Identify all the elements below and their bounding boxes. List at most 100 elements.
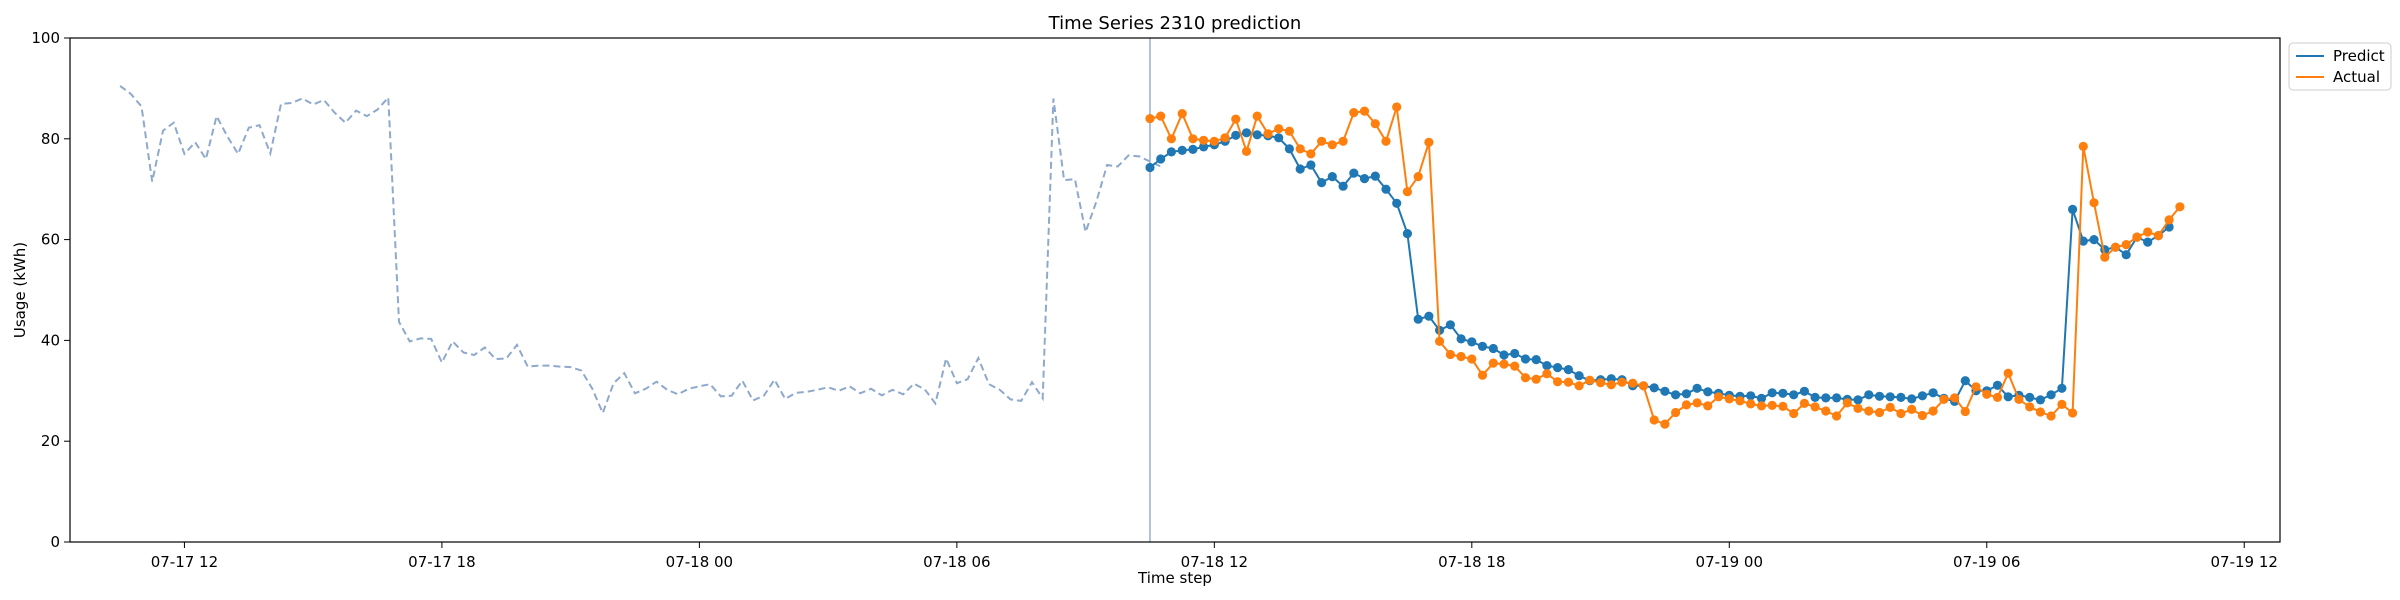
data-point-predict [1681,389,1691,399]
data-point-predict [2121,250,2131,260]
data-point-predict [1424,311,1434,321]
x-tick-label: 07-17 12 [151,553,218,571]
data-point-predict [1338,181,1348,191]
data-point-actual [1231,114,1241,124]
data-point-predict [1456,334,1466,344]
data-point-actual [1510,361,1520,371]
y-tick-label: 20 [41,432,60,450]
data-point-actual [1145,114,1155,124]
data-point-predict [1756,393,1767,403]
data-point-actual [1649,415,1659,425]
data-point-predict [1520,354,1531,364]
data-point-predict [2057,383,2067,393]
data-point-actual [1724,394,1734,404]
data-point-actual [1156,111,1166,121]
data-point-predict [1359,174,1370,184]
data-point-predict [1488,343,1498,354]
data-point-actual [1488,358,1498,368]
data-point-actual [1617,377,1627,387]
data-point-actual [1263,129,1273,139]
data-point-actual [1445,349,1455,360]
data-point-actual [1456,351,1466,362]
data-point-actual [2175,202,2185,212]
history-line [119,85,1162,416]
data-point-actual [1306,149,1316,159]
data-point-predict [1349,168,1359,178]
data-point-actual [1821,406,1831,416]
data-point-actual [1274,124,1284,134]
x-tick-label: 07-18 06 [923,553,990,571]
data-point-predict [1671,390,1681,400]
data-point-actual [1874,407,1885,418]
data-point-actual [1166,134,1176,144]
data-point-actual [1392,102,1402,112]
data-point-predict [1692,383,1702,393]
data-point-actual [1992,392,2003,402]
data-point-predict [1553,363,1563,373]
data-point-predict [1445,320,1455,330]
data-point-actual [1703,401,1713,411]
data-point-predict [1767,388,1777,398]
data-point-predict [1510,348,1520,359]
legend-label-actual: Actual [2333,68,2380,86]
data-point-actual [1381,136,1391,146]
y-tick-label: 0 [50,533,60,551]
data-point-actual [1499,359,1509,369]
data-point-actual [1714,392,1724,402]
data-point-actual [1853,403,1863,413]
y-tick-label: 40 [41,331,60,349]
data-point-predict [1402,229,1412,239]
data-point-predict [1413,314,1423,324]
data-point-actual [2014,394,2024,404]
data-point-actual [2143,227,2153,237]
data-point-predict [1960,376,1970,386]
data-point-actual [1477,370,1488,380]
data-point-predict [1896,392,1906,402]
data-point-actual [1778,401,1788,411]
plot-area [119,38,2185,542]
data-point-predict [1156,154,1166,164]
data-point-predict [1145,162,1155,173]
data-point-predict [1231,130,1241,140]
data-point-actual [2057,399,2067,409]
data-point-actual [1810,402,1820,412]
data-point-actual [1199,135,1209,145]
data-point-predict [1199,142,1209,152]
data-point-actual [1349,108,1359,118]
data-point-actual [2046,411,2056,421]
data-point-predict [1370,171,1380,181]
y-tick-label: 80 [41,130,60,148]
data-point-predict [1928,388,1938,398]
data-point-predict [1467,337,1477,347]
data-point-actual [1746,399,1756,409]
chart-title: Time Series 2310 prediction [1048,13,1302,34]
x-tick-label: 07-18 12 [1181,553,1248,571]
data-point-actual [1735,396,1745,406]
data-point-predict [1574,371,1584,381]
data-point-predict [1853,395,1863,405]
data-point-predict [1885,392,1895,402]
data-point-actual [1606,380,1616,390]
data-point-actual [1220,133,1230,143]
data-point-actual [1950,393,1960,403]
data-point-predict [2068,204,2078,214]
data-point-actual [1628,378,1638,388]
data-point-predict [2025,392,2035,402]
data-point-actual [1542,369,1552,379]
data-point-predict [1746,391,1756,401]
y-axis-title: Usage (kWh) [11,242,29,338]
data-point-predict [1317,178,1327,188]
data-point-actual [1789,408,1799,419]
data-point-predict [1531,355,1541,365]
data-point-predict [1542,361,1552,371]
data-point-actual [1896,408,1906,419]
data-point-predict [1241,128,1252,138]
data-point-predict [2089,235,2099,245]
data-point-actual [1671,407,1681,418]
data-point-actual [2003,368,2013,378]
data-point-predict [1907,394,1917,404]
data-point-predict [1649,383,1659,393]
data-point-actual [1692,398,1702,408]
